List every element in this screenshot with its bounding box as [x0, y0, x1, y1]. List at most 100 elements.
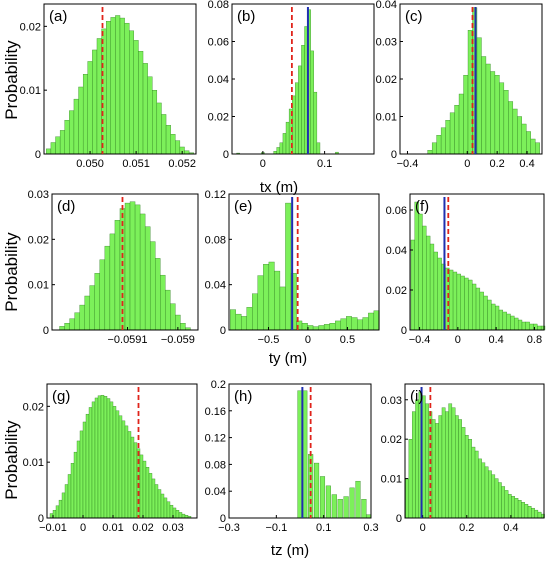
- bar: [310, 50, 314, 155]
- bar: [96, 38, 102, 155]
- axes-frame: [46, 383, 198, 519]
- bar: [481, 462, 486, 519]
- bar: [82, 74, 88, 155]
- row-2-ylabel: Probability: [2, 232, 21, 312]
- y-tick-label: 0.02: [381, 434, 402, 446]
- bar: [99, 259, 106, 331]
- bar: [59, 326, 65, 331]
- bar: [157, 489, 162, 519]
- bar: [498, 309, 504, 331]
- bar: [163, 497, 168, 519]
- bar: [282, 133, 287, 155]
- bar: [129, 201, 136, 331]
- x-tick-label: −0.4: [397, 158, 419, 170]
- x-tick-label: 0.3: [363, 522, 378, 534]
- bar: [124, 22, 130, 155]
- bar: [418, 213, 423, 331]
- bar: [422, 225, 427, 331]
- bar: [84, 295, 90, 331]
- bar: [115, 410, 120, 519]
- bar: [521, 123, 527, 155]
- bar: [436, 135, 442, 155]
- bar: [74, 312, 80, 331]
- bar: [438, 415, 443, 519]
- x-tick-label: 0: [305, 334, 311, 346]
- bar: [455, 415, 459, 519]
- panel-label: (f): [415, 198, 429, 215]
- bar: [464, 277, 469, 331]
- bar: [175, 510, 180, 519]
- row-1-ylabel-group: Probability: [2, 40, 21, 120]
- bar: [252, 293, 258, 331]
- x-tick-label: 0: [80, 522, 86, 534]
- xlabel-tx: tx (m): [260, 179, 298, 196]
- bar: [319, 476, 326, 519]
- bar: [441, 407, 446, 519]
- bar: [55, 505, 60, 519]
- bar: [301, 323, 308, 331]
- bar: [70, 463, 75, 519]
- bar: [155, 258, 161, 331]
- bar: [97, 395, 102, 519]
- bar: [431, 419, 436, 519]
- bar: [241, 316, 247, 331]
- y-tick-label: 0.01: [20, 85, 41, 97]
- bar: [318, 325, 325, 331]
- x-tick-label: −0.059: [161, 334, 195, 346]
- panel-label: (h): [234, 388, 252, 405]
- bar: [414, 201, 419, 331]
- panel-label: (a): [49, 8, 67, 25]
- bar: [46, 148, 52, 155]
- x-tick-label: 0: [260, 158, 266, 170]
- bar: [427, 150, 433, 155]
- panel-e: 0 0.04 0.08 0.12 −0.5 0 0.5 (e): [205, 189, 380, 346]
- axes-frame: [228, 383, 372, 519]
- y-tick-label: 0.03: [381, 395, 402, 407]
- bar: [458, 419, 462, 519]
- x-tick-label: −0.0591: [107, 334, 147, 346]
- x-tick-label: 0.052: [168, 158, 196, 170]
- row-3-ylabel-group: Probability: [2, 420, 21, 500]
- bar: [279, 286, 286, 331]
- y-tick-label: 0.01: [376, 112, 397, 124]
- bar: [142, 63, 148, 155]
- bar: [535, 142, 540, 155]
- x-tick-label: 0.4: [519, 158, 534, 170]
- y-tick-label: 0.02: [386, 285, 407, 297]
- bar: [433, 251, 438, 331]
- bar: [471, 446, 476, 519]
- bar: [435, 423, 439, 519]
- bar: [130, 436, 135, 519]
- x-tick-label: −0.1: [265, 522, 287, 534]
- x-tick-label: 0.03: [162, 522, 183, 534]
- y-tick-label: 0: [220, 513, 226, 525]
- x-tick-label: 0: [455, 334, 461, 346]
- bar: [472, 283, 477, 331]
- bar: [405, 478, 410, 519]
- panel-label: (g): [52, 388, 70, 405]
- bar: [138, 51, 144, 155]
- bar: [151, 478, 156, 519]
- y-tick-label: 0.02: [23, 401, 44, 413]
- bar: [285, 202, 292, 331]
- bar: [355, 480, 361, 519]
- x-tick-label: 0.2: [459, 522, 474, 534]
- bar: [161, 114, 167, 155]
- bar: [449, 269, 454, 331]
- bar: [537, 325, 542, 331]
- y-tick-label: 0.04: [376, 0, 397, 11]
- y-tick-label: 0.04: [386, 245, 407, 257]
- bar: [69, 110, 75, 155]
- bar: [468, 439, 472, 519]
- y-tick-label: 0: [43, 325, 49, 337]
- y-tick-label: 0.01: [28, 280, 49, 292]
- panel-i: 0 0.01 0.02 0.03 0 0.2 0.4 (i): [381, 383, 545, 534]
- bar: [50, 142, 56, 155]
- bar: [160, 274, 166, 331]
- bar: [512, 108, 518, 155]
- y-tick-label: 0: [391, 149, 397, 161]
- y-tick-label: 0.01: [23, 457, 44, 469]
- bar: [491, 474, 496, 519]
- y-tick-label: 0.03: [376, 37, 397, 49]
